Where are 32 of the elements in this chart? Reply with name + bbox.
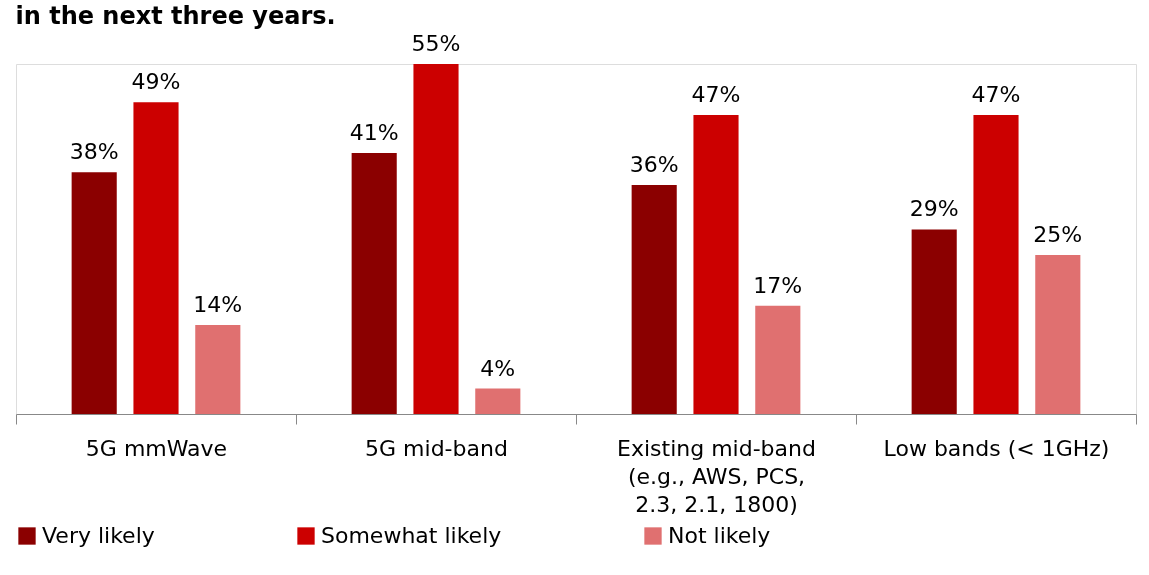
bar <box>133 102 179 414</box>
data-label: 47% <box>971 81 1021 107</box>
legend-label: Not likely <box>668 523 771 548</box>
x-tick-label: Existing mid-band (e.g., AWS, PCS, 2.3, 2.1, 1800) <box>617 435 816 517</box>
x-tick-label: 5G mid-band <box>365 435 508 461</box>
data-label: 36% <box>629 151 679 177</box>
bar <box>693 114 739 414</box>
x-tick-label: Low bands (< 1GHz) <box>883 435 1110 461</box>
legend-label: Somewhat likely <box>321 523 502 548</box>
data-label: 41% <box>349 120 399 146</box>
bar <box>195 324 241 414</box>
data-label: 4% <box>480 355 516 381</box>
data-label: 38% <box>69 139 119 165</box>
bar <box>413 64 459 414</box>
bar <box>911 229 957 414</box>
data-label: 25% <box>1033 221 1083 247</box>
legend-label: Very likely <box>42 523 155 548</box>
bar <box>351 153 397 414</box>
bar <box>1035 254 1081 414</box>
data-label: 29% <box>909 196 959 222</box>
data-label: 55% <box>411 31 461 56</box>
data-label: 49% <box>131 69 181 95</box>
x-tick-label: 5G mmWave <box>85 435 228 461</box>
bar <box>973 114 1019 414</box>
data-label: 14% <box>193 291 243 317</box>
bar <box>631 184 677 414</box>
chart-title: in the next three years. <box>15 2 336 30</box>
data-label: 47% <box>691 81 741 107</box>
bar <box>71 172 117 414</box>
bar <box>475 388 521 414</box>
data-label: 17% <box>753 272 803 298</box>
bar <box>755 305 801 414</box>
